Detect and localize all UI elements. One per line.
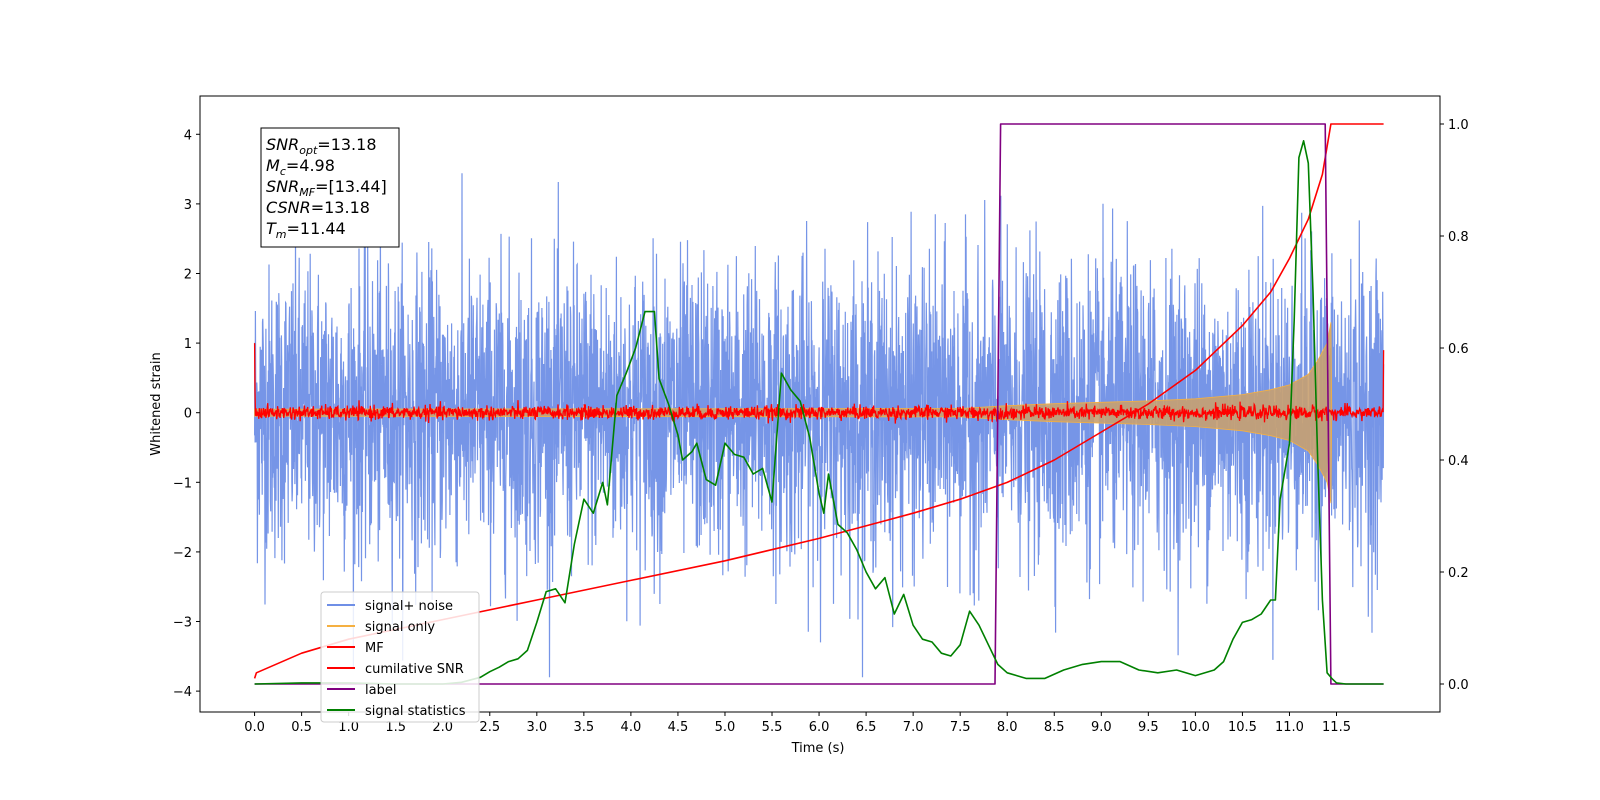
x-tick-label: 9.0 [1091, 720, 1112, 735]
legend-label: signal statistics [365, 704, 466, 719]
x-tick-label: 8.0 [997, 720, 1018, 735]
plot-frame [199, 95, 1441, 713]
y-tick-label: 4 [184, 128, 192, 143]
x-tick-label: 4.0 [621, 720, 642, 735]
y2-tick-label: 0.0 [1448, 678, 1469, 693]
info-box-frame [260, 127, 400, 248]
y-tick-label: −1 [173, 476, 192, 491]
info-box-line: Tm=11.44 [266, 219, 346, 241]
x-tick-label: 2.5 [479, 720, 500, 735]
x-tick-label: 9.5 [1138, 720, 1159, 735]
x-tick-label: 4.5 [668, 720, 689, 735]
x-tick-label: 5.5 [762, 720, 783, 735]
y2-tick-label: 0.6 [1448, 342, 1469, 357]
x-tick-label: 6.5 [856, 720, 877, 735]
x-tick-label: 10.5 [1228, 720, 1257, 735]
tick-marks: 0.0 0.5 1.0 1.5 2.0 2.5 3.0 3.5 4.0 4.5 5.0 5.5 6.0 6… [173, 118, 1469, 735]
x-tick-label: 3.5 [574, 720, 595, 735]
y-tick-label: −2 [173, 546, 192, 561]
x-tick-label: 11.0 [1275, 720, 1304, 735]
legend-label: cumilative SNR [365, 662, 464, 677]
x-tick-label: 0.5 [291, 720, 312, 735]
info-box-line: Mc=4.98 [266, 156, 335, 178]
legend-frame [320, 591, 480, 723]
x-tick-label: 8.5 [1044, 720, 1065, 735]
series-signal-statistics [254, 140, 1384, 685]
y2-tick-label: 1.0 [1448, 118, 1469, 133]
y-tick-label: 2 [184, 267, 192, 282]
x-tick-label: 7.0 [903, 720, 924, 735]
legend-label: MF [365, 641, 384, 656]
legend-label: label [365, 683, 396, 698]
x-tick-label: 5.0 [715, 720, 736, 735]
info-box: SNRopt=13.18Mc=4.98SNRMF=[13.44]CSNR=13.… [260, 127, 400, 248]
x-tick-label: 6.0 [809, 720, 830, 735]
y-axis-label: Whitened strain [149, 352, 164, 455]
x-tick-label: 0.0 [244, 720, 265, 735]
y-tick-label: −4 [173, 685, 192, 700]
x-tick-label: 11.5 [1322, 720, 1351, 735]
x-tick-label: 1.0 [338, 720, 359, 735]
info-box-line: SNRopt=13.18 [266, 135, 377, 157]
x-tick-label: 2.0 [432, 720, 453, 735]
y-tick-label: 3 [184, 198, 192, 213]
x-tick-label: 1.5 [385, 720, 406, 735]
y-tick-label: 1 [184, 337, 192, 352]
legend: signal+ noise signal only MF cumilative SNR… [320, 591, 480, 723]
y2-tick-label: 0.2 [1448, 566, 1469, 581]
legend-label: signal only [365, 620, 435, 635]
y2-tick-label: 0.4 [1448, 454, 1469, 469]
x-axis-label: Time (s) [791, 741, 845, 756]
x-tick-label: 10.0 [1181, 720, 1210, 735]
info-box-line: SNRMF=[13.44] [266, 177, 387, 199]
y-tick-label: 0 [184, 407, 192, 422]
series-mf [253, 343, 1385, 424]
y2-tick-label: 0.8 [1448, 230, 1469, 245]
x-tick-label: 7.5 [950, 720, 971, 735]
x-tick-label: 3.0 [526, 720, 547, 735]
info-box-line: CSNR=13.18 [266, 198, 370, 217]
legend-label: signal+ noise [365, 599, 453, 614]
y-tick-label: −3 [173, 616, 192, 631]
